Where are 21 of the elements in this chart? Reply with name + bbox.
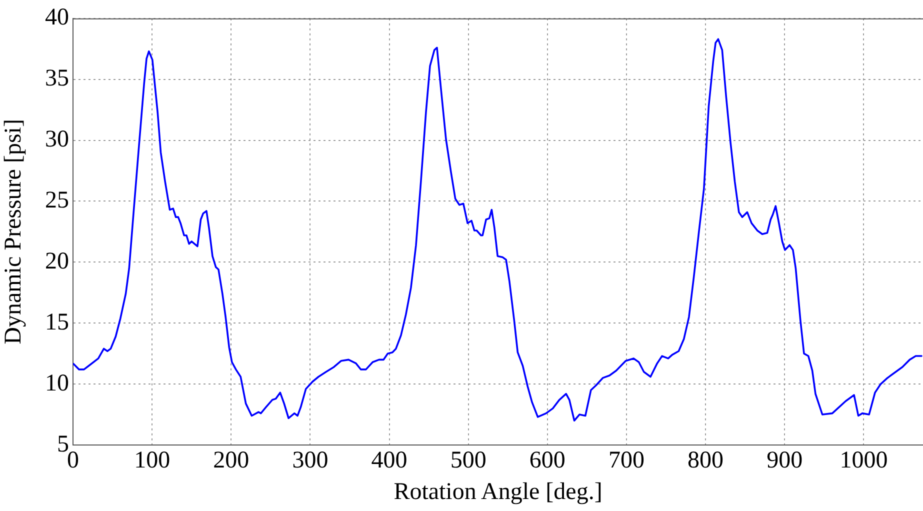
x-tick-label: 1000 — [840, 448, 888, 474]
y-tick-label: 35 — [45, 66, 69, 92]
y-tick-label: 5 — [57, 431, 69, 458]
y-tick-label: 10 — [45, 370, 69, 396]
y-tick-label: 25 — [45, 188, 69, 214]
y-tick-label: 30 — [45, 126, 69, 153]
x-tick-label: 800 — [688, 448, 724, 474]
y-axis-title: Dynamic Pressure [psi] — [0, 119, 27, 344]
x-tick-label: 200 — [213, 448, 250, 474]
x-tick-label: 400 — [371, 448, 408, 474]
x-tick-label: 300 — [292, 448, 328, 474]
x-tick-label: 600 — [529, 448, 566, 474]
y-tick-label: 40 — [45, 4, 69, 31]
x-tick-label: 500 — [450, 448, 486, 474]
y-tick-label: 20 — [45, 248, 69, 274]
y-tick-label: 15 — [45, 309, 69, 336]
x-axis-title: Rotation Angle [deg.] — [394, 478, 602, 505]
x-tick-label: 900 — [766, 448, 803, 474]
x-tick-label: 700 — [608, 448, 644, 474]
x-tick-label: 100 — [134, 448, 170, 474]
x-tick-label: 0 — [67, 448, 79, 474]
